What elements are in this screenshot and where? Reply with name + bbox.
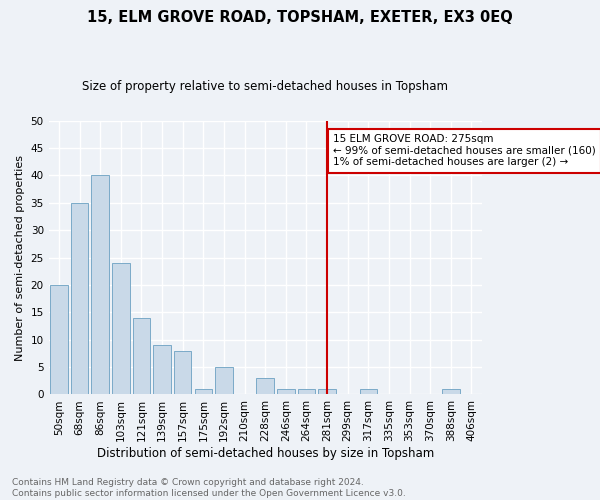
Bar [194,389,212,394]
Bar [154,345,171,395]
Bar [50,285,68,395]
Bar [359,389,377,394]
X-axis label: Distribution of semi-detached houses by size in Topsham: Distribution of semi-detached houses by … [97,447,434,460]
Bar [112,263,130,394]
Bar [442,389,460,394]
Text: 15 ELM GROVE ROAD: 275sqm
← 99% of semi-detached houses are smaller (160)
1% of : 15 ELM GROVE ROAD: 275sqm ← 99% of semi-… [333,134,596,168]
Bar [174,350,191,395]
Text: Contains HM Land Registry data © Crown copyright and database right 2024.
Contai: Contains HM Land Registry data © Crown c… [12,478,406,498]
Bar [215,367,233,394]
Bar [71,202,88,394]
Bar [256,378,274,394]
Y-axis label: Number of semi-detached properties: Number of semi-detached properties [15,154,25,360]
Bar [277,389,295,394]
Bar [91,176,109,394]
Bar [298,389,315,394]
Title: Size of property relative to semi-detached houses in Topsham: Size of property relative to semi-detach… [82,80,448,93]
Text: 15, ELM GROVE ROAD, TOPSHAM, EXETER, EX3 0EQ: 15, ELM GROVE ROAD, TOPSHAM, EXETER, EX3… [87,10,513,25]
Bar [318,389,336,394]
Bar [133,318,150,394]
